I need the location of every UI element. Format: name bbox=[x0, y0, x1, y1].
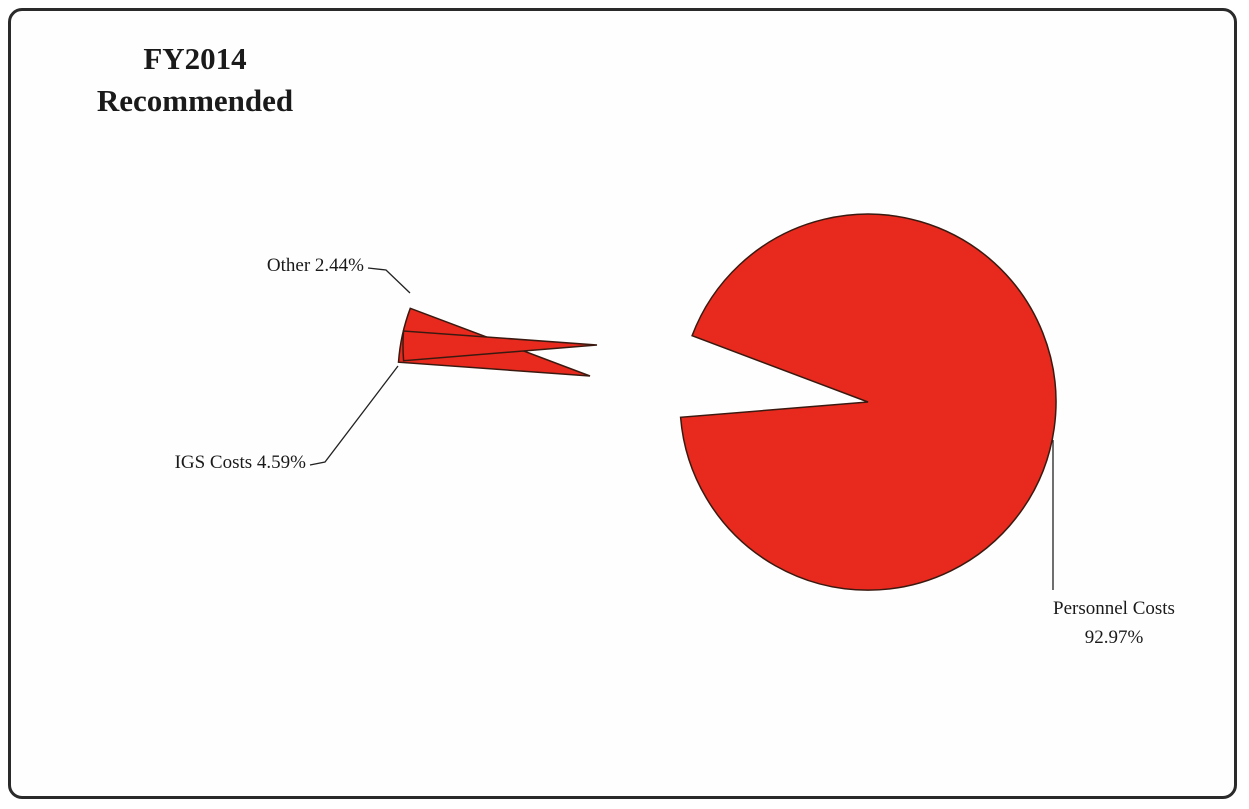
chart-subtitle: Recommended bbox=[96, 83, 294, 118]
leader-line-igs-costs bbox=[309, 365, 399, 466]
leader-line-other bbox=[367, 267, 411, 294]
label-igs-costs: IGS Costs 4.59% bbox=[175, 452, 307, 473]
label-personnel-costs-value: 92.97% bbox=[1085, 627, 1144, 648]
pie-slice-other bbox=[402, 330, 598, 362]
chart-title-block: FY2014 Recommended bbox=[60, 38, 330, 122]
pie-slice-personnel-costs bbox=[679, 213, 1057, 591]
label-other: Other 2.44% bbox=[267, 255, 364, 276]
chart-title: FY2014 bbox=[143, 41, 247, 76]
label-personnel-costs-name: Personnel Costs bbox=[1053, 598, 1175, 619]
